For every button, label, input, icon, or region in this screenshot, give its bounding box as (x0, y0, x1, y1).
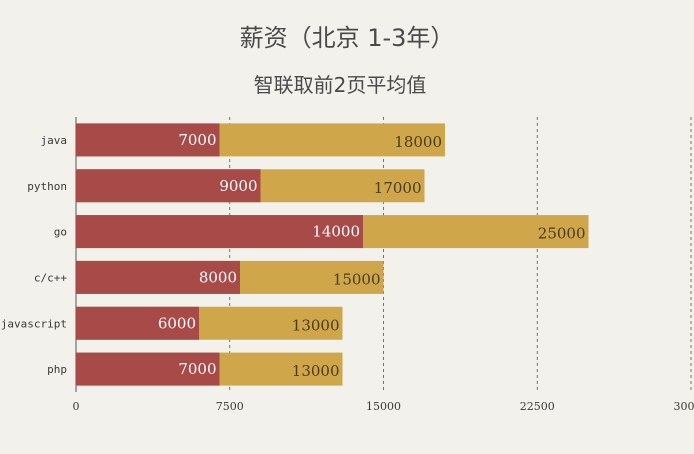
data-label-low: 14000 (312, 223, 360, 241)
data-label-high: 13000 (292, 362, 340, 380)
category-label: java (41, 134, 68, 147)
grid-lines (75, 117, 692, 392)
bar-low (76, 169, 261, 203)
x-tick-label: 22500 (520, 400, 555, 413)
bar-low (76, 352, 220, 386)
data-label-high: 15000 (333, 270, 381, 288)
bar-low (76, 123, 220, 157)
category-label: javascript (1, 317, 67, 330)
bars (76, 123, 589, 386)
data-label-high: 17000 (374, 179, 422, 197)
x-tick-label: 30000 (674, 400, 694, 413)
x-tick-label: 7500 (216, 400, 244, 413)
chart-subtitle: 智联取前2页平均值 (254, 73, 427, 97)
data-label-low: 9000 (219, 177, 257, 195)
x-tick-label: 0 (73, 400, 80, 413)
data-label-low: 6000 (158, 314, 196, 332)
labels: 0 7500 15000 22500 30000 7000 18000 java 9000 170… (1, 131, 694, 413)
bar-low (76, 260, 240, 294)
category-label: c/c++ (34, 271, 67, 284)
data-label-high: 25000 (538, 225, 586, 243)
bar-low (76, 306, 199, 340)
category-label: go (54, 226, 67, 239)
chart-title: 薪资（北京 1-3年） (240, 24, 455, 52)
data-label-low: 8000 (199, 268, 237, 286)
category-label: php (47, 363, 67, 376)
data-label-high: 18000 (394, 133, 442, 151)
data-label-low: 7000 (178, 131, 216, 149)
x-tick-label: 15000 (366, 400, 401, 413)
category-label: python (27, 180, 67, 193)
bar-low (76, 215, 363, 249)
data-label-high: 13000 (292, 316, 340, 334)
data-label-low: 7000 (178, 360, 216, 378)
